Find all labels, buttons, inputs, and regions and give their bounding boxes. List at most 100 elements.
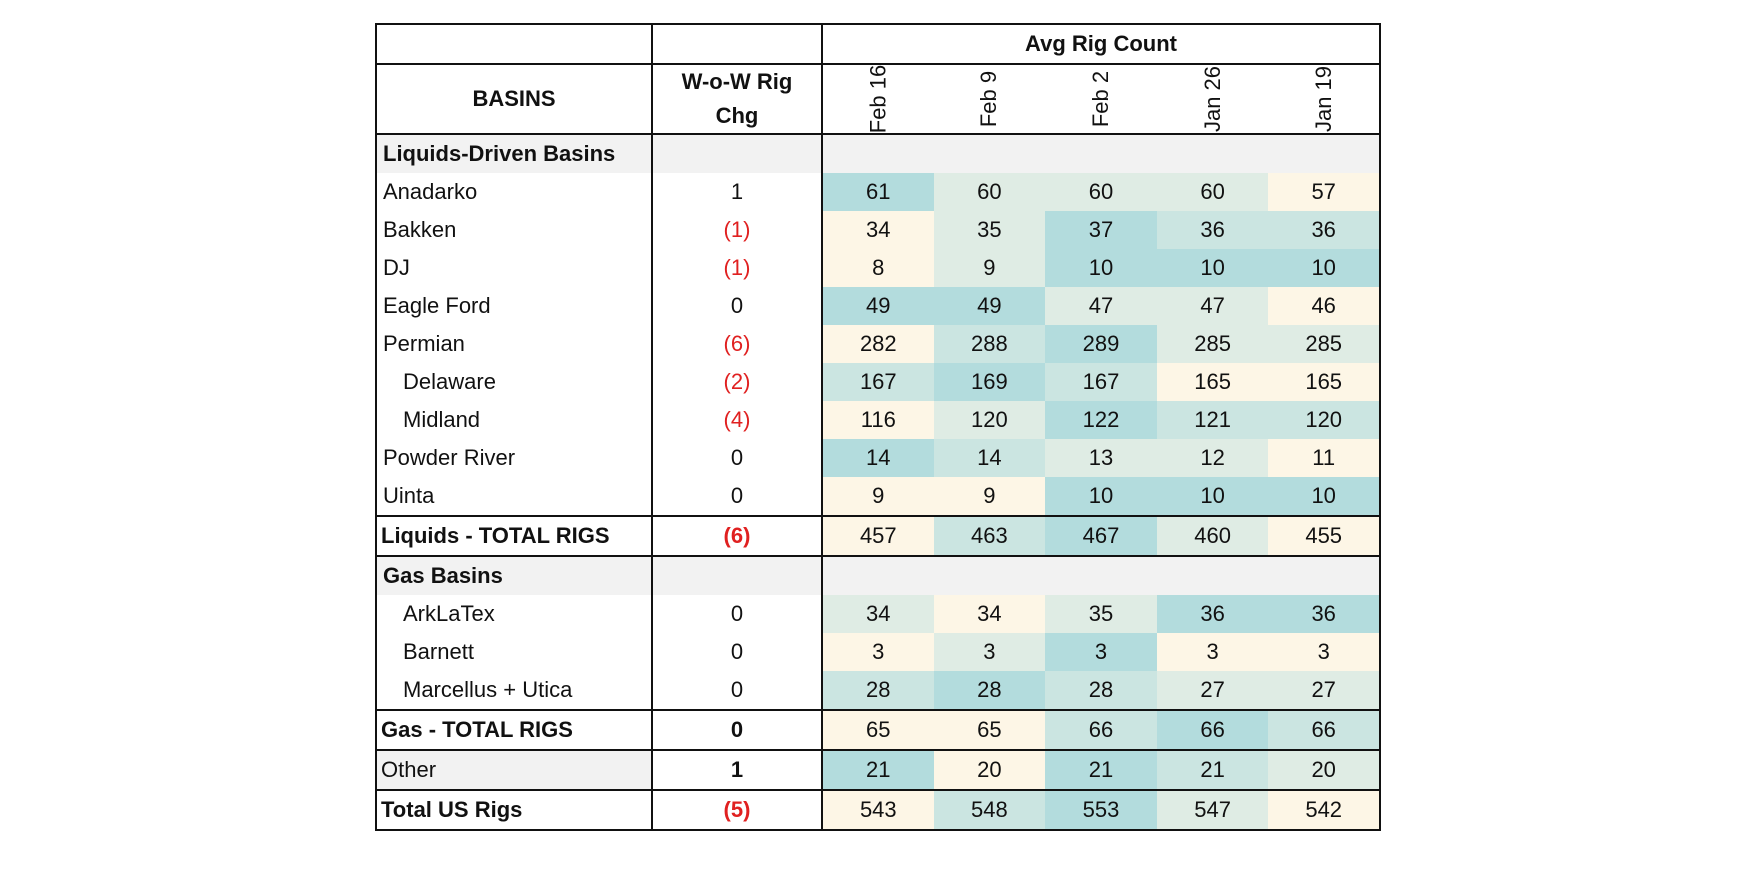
rig-count-value: 35 [933,211,1046,249]
date-header: Feb 16 [822,63,934,134]
rig-count-value: 27 [1268,671,1381,710]
rig-count-value: 116 [822,401,934,439]
table-row: Permian (6) 282 288 289 285 285 [375,325,1381,363]
wow-change-value: 0 [652,477,823,516]
rig-count-value: 10 [1156,477,1269,516]
table-row: Bakken (1) 34 35 37 36 36 [375,211,1381,249]
section-values-blank [822,133,1381,173]
rig-count-value: 467 [1045,515,1157,556]
date-label: Feb 2 [1087,70,1113,128]
wow-change-value: (4) [652,401,823,439]
wow-change-value: (1) [652,211,823,249]
rig-count-value: 9 [933,477,1046,516]
wow-change-value: 0 [652,671,823,710]
table-row: Powder River 0 14 14 13 12 11 [375,439,1381,477]
rig-count-value: 165 [1156,363,1269,401]
rig-count-value: 35 [1045,595,1157,633]
avg-rig-count-header: Avg Rig Count [822,23,1381,64]
wow-change-value: (6) [652,325,823,363]
basin-name: Midland [375,401,653,439]
basin-name: Eagle Ford [375,287,653,325]
table-row: ArkLaTex 0 34 34 35 36 36 [375,595,1381,633]
wow-chg-line2: Chg [715,103,759,128]
rig-count-value: 9 [933,249,1046,287]
table-row: Midland (4) 116 120 122 121 120 [375,401,1381,439]
other-row: Other 1 21 20 21 21 20 [375,749,1381,790]
rig-count-value: 10 [1156,249,1269,287]
rig-count-value: 463 [933,515,1046,556]
rig-count-value: 10 [1268,249,1381,287]
basin-name: Total US Rigs [375,789,653,831]
rig-count-value: 455 [1268,515,1381,556]
table-row: Barnett 0 3 3 3 3 3 [375,633,1381,671]
rig-count-value: 120 [1268,401,1381,439]
rig-count-value: 21 [1045,749,1157,790]
rig-count-value: 21 [822,749,934,790]
wow-change-value: (6) [652,515,823,556]
section-title: Liquids-Driven Basins [375,133,653,173]
section-title: Gas Basins [375,555,653,595]
rig-count-value: 21 [1156,749,1269,790]
total-us-row: Total US Rigs (5) 543 548 553 547 542 [375,789,1381,831]
date-header: Jan 19 [1268,63,1381,134]
rig-count-value: 36 [1268,211,1381,249]
rig-count-value: 37 [1045,211,1157,249]
rig-count-value: 121 [1156,401,1269,439]
rig-count-value: 542 [1268,789,1381,831]
section-chg-blank [652,555,823,595]
rig-count-value: 28 [933,671,1046,710]
date-label: Feb 9 [976,70,1002,128]
rig-count-value: 3 [933,633,1046,671]
date-label: Jan 26 [1199,65,1225,133]
wow-change-value: (1) [652,249,823,287]
rig-count-value: 46 [1268,287,1381,325]
rig-count-value: 14 [822,439,934,477]
date-label: Feb 16 [865,64,891,134]
rig-count-value: 28 [822,671,934,710]
wow-change-value: (2) [652,363,823,401]
rig-count-value: 20 [1268,749,1381,790]
rig-count-value: 3 [1268,633,1381,671]
rig-count-value: 11 [1268,439,1381,477]
rig-count-value: 165 [1268,363,1381,401]
corner-blank-cell [375,23,653,64]
rig-count-value: 36 [1268,595,1381,633]
rig-count-value: 285 [1268,325,1381,363]
rig-count-value: 8 [822,249,934,287]
basin-name: Uinta [375,477,653,516]
date-header: Feb 9 [933,63,1046,134]
rig-count-value: 47 [1156,287,1269,325]
rig-count-value: 61 [822,173,934,211]
rig-count-value: 122 [1045,401,1157,439]
basin-name: Barnett [375,633,653,671]
rig-count-value: 34 [822,595,934,633]
rig-count-value: 36 [1156,595,1269,633]
rig-count-value: 167 [822,363,934,401]
rig-count-value: 10 [1268,477,1381,516]
rig-count-value: 289 [1045,325,1157,363]
wow-change-value: 0 [652,709,823,750]
rig-count-value: 49 [822,287,934,325]
rig-count-table: Avg Rig Count BASINS W-o-W Rig Chg Feb 16… [375,23,1381,831]
rig-count-table-container: Avg Rig Count BASINS W-o-W Rig Chg Feb 16… [375,23,1381,831]
wow-change-value: (5) [652,789,823,831]
wow-chg-line1: W-o-W Rig [681,69,793,94]
chg-blank-cell [652,23,823,64]
rig-count-value: 13 [1045,439,1157,477]
rig-count-value: 547 [1156,789,1269,831]
section-header-row: Gas Basins [375,555,1381,595]
wow-change-value: 1 [652,749,823,790]
rig-count-value: 12 [1156,439,1269,477]
rig-count-value: 10 [1045,249,1157,287]
rig-count-value: 3 [1045,633,1157,671]
table-row: Marcellus + Utica 0 28 28 28 27 27 [375,671,1381,710]
rig-count-value: 65 [933,709,1046,750]
basin-name: DJ [375,249,653,287]
gas-total-row: Gas - TOTAL RIGS 0 65 65 66 66 66 [375,709,1381,750]
rig-count-value: 47 [1045,287,1157,325]
rig-count-value: 27 [1156,671,1269,710]
date-header: Jan 26 [1156,63,1269,134]
table-row: Uinta 0 9 9 10 10 10 [375,477,1381,516]
rig-count-value: 49 [933,287,1046,325]
liquids-total-row: Liquids - TOTAL RIGS (6) 457 463 467 460 455 [375,515,1381,556]
